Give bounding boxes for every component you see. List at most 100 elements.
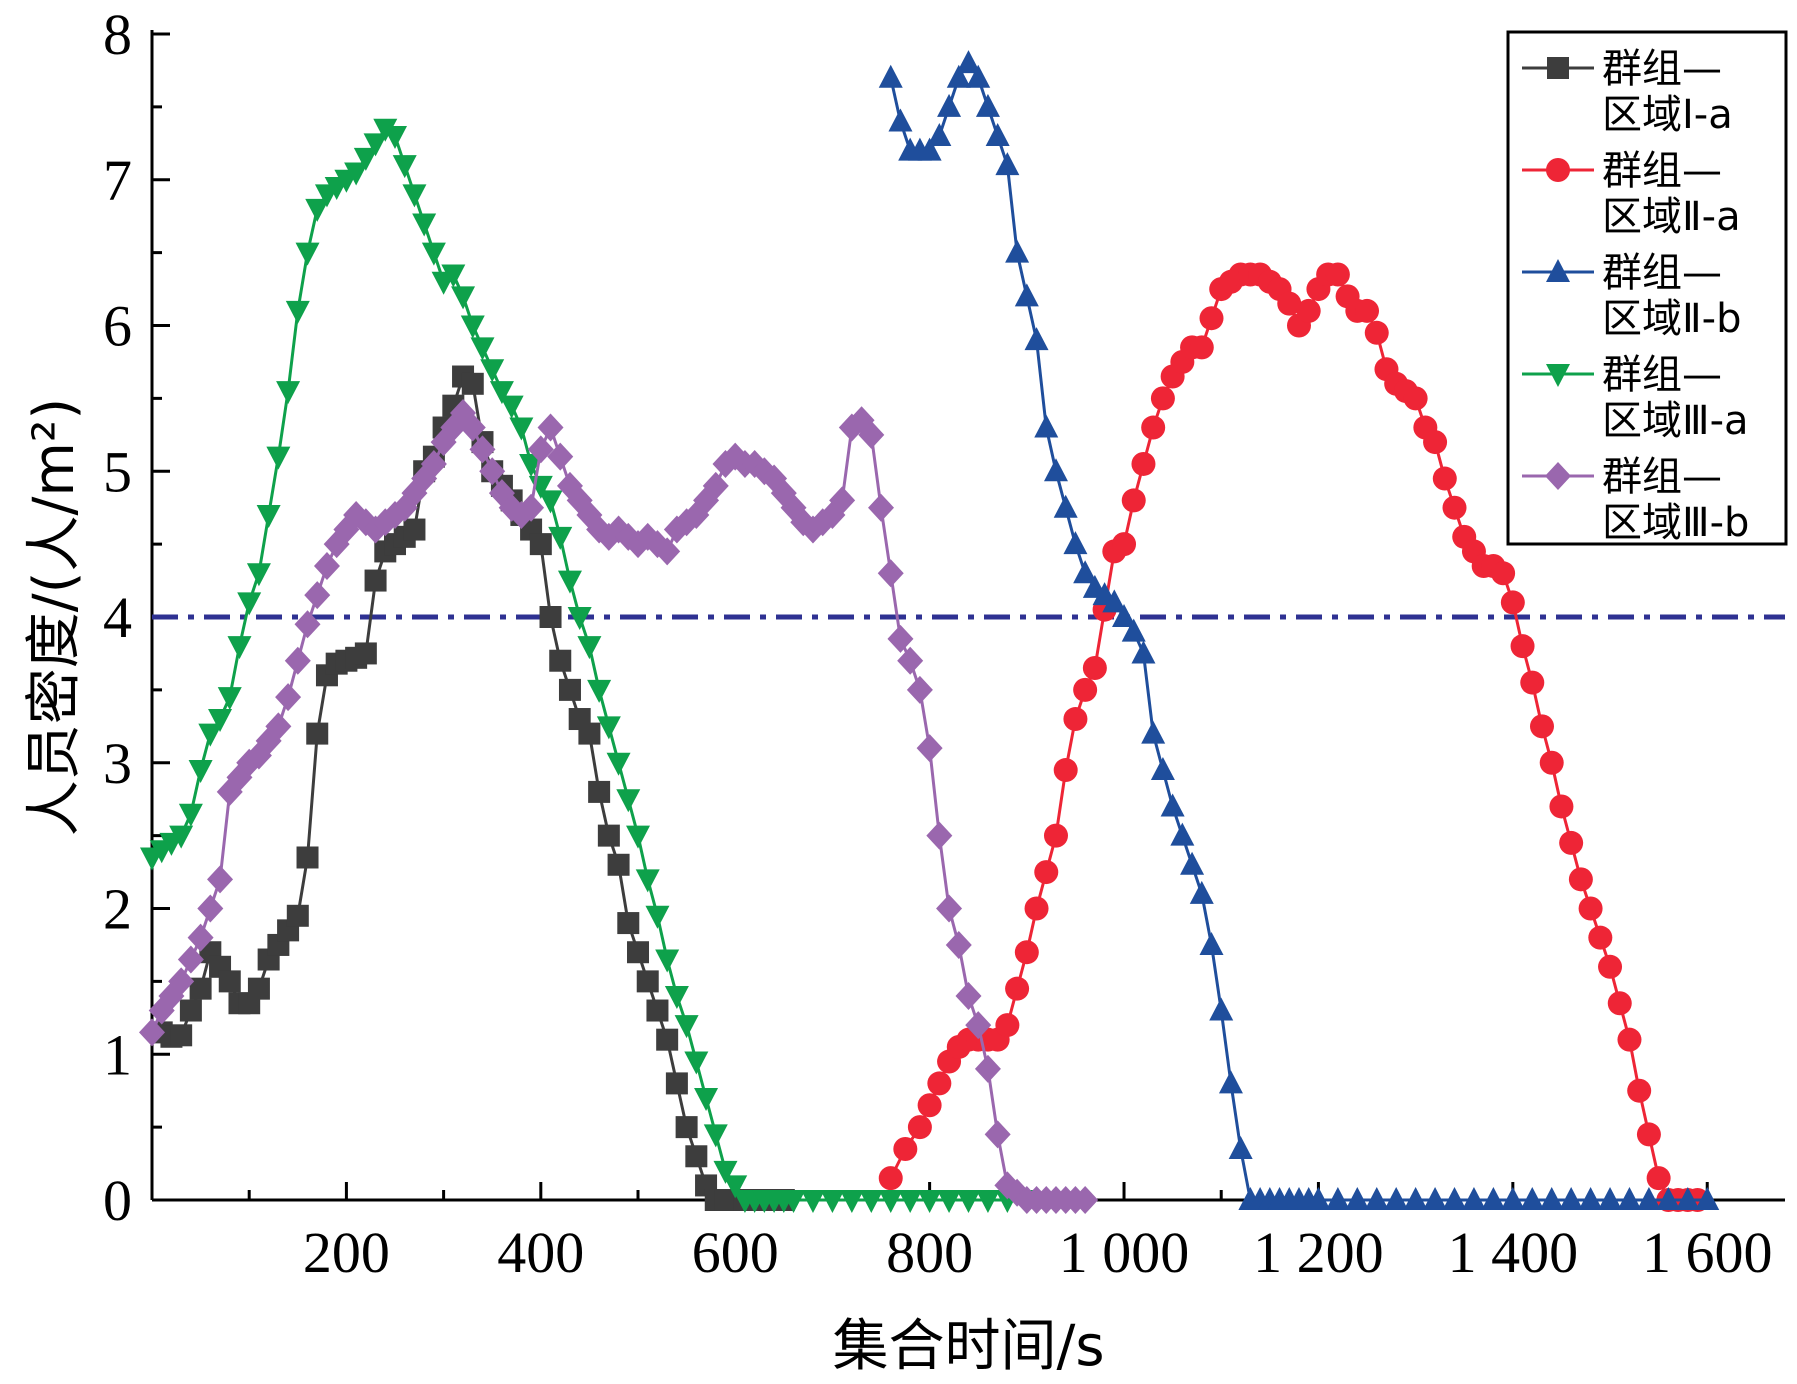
data-point: [266, 446, 291, 470]
data-point: [1034, 860, 1059, 885]
data-point: [587, 679, 612, 703]
y-tick-label: 2: [103, 877, 132, 942]
data-point: [1005, 239, 1030, 263]
data-point: [353, 147, 378, 171]
data-point: [364, 569, 387, 592]
data-point: [877, 559, 904, 588]
data-point: [636, 970, 659, 993]
data-point: [1325, 262, 1350, 287]
data-point: [1325, 1187, 1350, 1210]
x-tick-label: 600: [692, 1220, 779, 1285]
data-point: [1588, 925, 1613, 950]
legend-label: 群组—: [1602, 454, 1722, 500]
x-tick-label: 400: [497, 1220, 584, 1285]
data-point: [588, 780, 611, 803]
x-tick-label: 800: [886, 1220, 973, 1285]
data-point: [1636, 1122, 1661, 1147]
data-point: [558, 678, 581, 701]
legend-label: 群组—: [1602, 46, 1722, 92]
data-point: [1121, 618, 1146, 642]
data-point: [518, 493, 545, 522]
data-point: [723, 1175, 748, 1199]
data-point: [527, 435, 554, 464]
data-point: [596, 716, 621, 740]
data-point: [286, 904, 309, 927]
data-point: [1102, 589, 1127, 613]
data-point: [1218, 1070, 1243, 1094]
axes: 0 1 2 3 4 5 6 7 8 200 400 600 800 1 000 1 200 1 400 1 60…: [103, 2, 1785, 1285]
data-point: [975, 93, 1000, 117]
data-point: [187, 923, 214, 952]
data-point: [1500, 590, 1525, 615]
data-point: [1189, 335, 1214, 360]
data-point: [1277, 291, 1302, 316]
data-point: [713, 1160, 738, 1184]
data-point: [1024, 327, 1049, 351]
data-point: [304, 581, 331, 610]
data-point: [1053, 494, 1078, 518]
data-point: [1617, 1187, 1642, 1210]
data-point: [1355, 298, 1380, 323]
data-point: [995, 152, 1020, 176]
data-point: [1442, 1187, 1467, 1210]
data-point: [276, 381, 301, 405]
y-tick-label: 5: [103, 439, 132, 504]
data-point: [897, 646, 924, 675]
y-axis-title: 人员密度/(人/m²): [22, 398, 87, 836]
data-point: [906, 675, 933, 704]
data-point: [1131, 451, 1156, 476]
data-point: [275, 683, 302, 712]
data-point: [313, 551, 340, 580]
data-point: [1617, 1027, 1642, 1052]
y-tick-label: 0: [103, 1168, 132, 1233]
data-point: [1520, 670, 1545, 695]
legend: 群组—区域Ⅰ-a群组—区域Ⅱ-a群组—区域Ⅱ-b群组—区域Ⅲ-a群组—区域Ⅲ-b: [1506, 30, 1788, 546]
data-point: [469, 435, 496, 464]
data-point: [197, 894, 224, 923]
data-point: [1636, 1187, 1661, 1210]
data-point: [1546, 259, 1570, 282]
data-point: [927, 1071, 952, 1096]
data-point: [265, 712, 292, 741]
legend-label: 区域Ⅱ-a: [1602, 194, 1741, 240]
data-point: [974, 1054, 1001, 1083]
data-point: [548, 526, 573, 550]
data-point: [207, 865, 234, 894]
data-point: [675, 1116, 698, 1139]
data-point: [285, 300, 310, 324]
data-point: [888, 108, 913, 132]
legend-label: 区域Ⅱ-b: [1602, 296, 1742, 342]
data-point: [839, 1190, 864, 1213]
data-point: [1546, 158, 1570, 182]
data-point: [1364, 1187, 1389, 1210]
data-point: [606, 752, 631, 776]
data-point: [139, 1018, 165, 1047]
data-point: [1578, 1187, 1603, 1210]
data-point: [218, 970, 241, 993]
data-point: [567, 607, 592, 630]
data-point: [685, 1145, 708, 1168]
data-point: [936, 894, 963, 923]
data-point: [1073, 677, 1098, 702]
data-point: [985, 123, 1010, 147]
data-point: [499, 395, 524, 419]
data-point: [1675, 1187, 1700, 1210]
data-point: [1141, 720, 1166, 744]
data-point: [1014, 940, 1039, 965]
data-point: [537, 413, 564, 442]
y-tick-label: 8: [103, 2, 132, 67]
data-point: [820, 1190, 845, 1213]
data-point: [898, 1190, 923, 1213]
data-point: [1559, 830, 1584, 855]
data-point: [1510, 634, 1535, 659]
data-point: [403, 518, 426, 541]
data-point: [177, 945, 204, 974]
data-point: [459, 413, 486, 442]
data-point: [1598, 1187, 1623, 1210]
data-point: [1364, 320, 1389, 345]
data-point: [664, 985, 689, 1009]
data-point: [461, 372, 484, 395]
data-point: [858, 420, 885, 449]
data-point: [305, 198, 330, 222]
legend-label: 群组—: [1602, 352, 1722, 398]
